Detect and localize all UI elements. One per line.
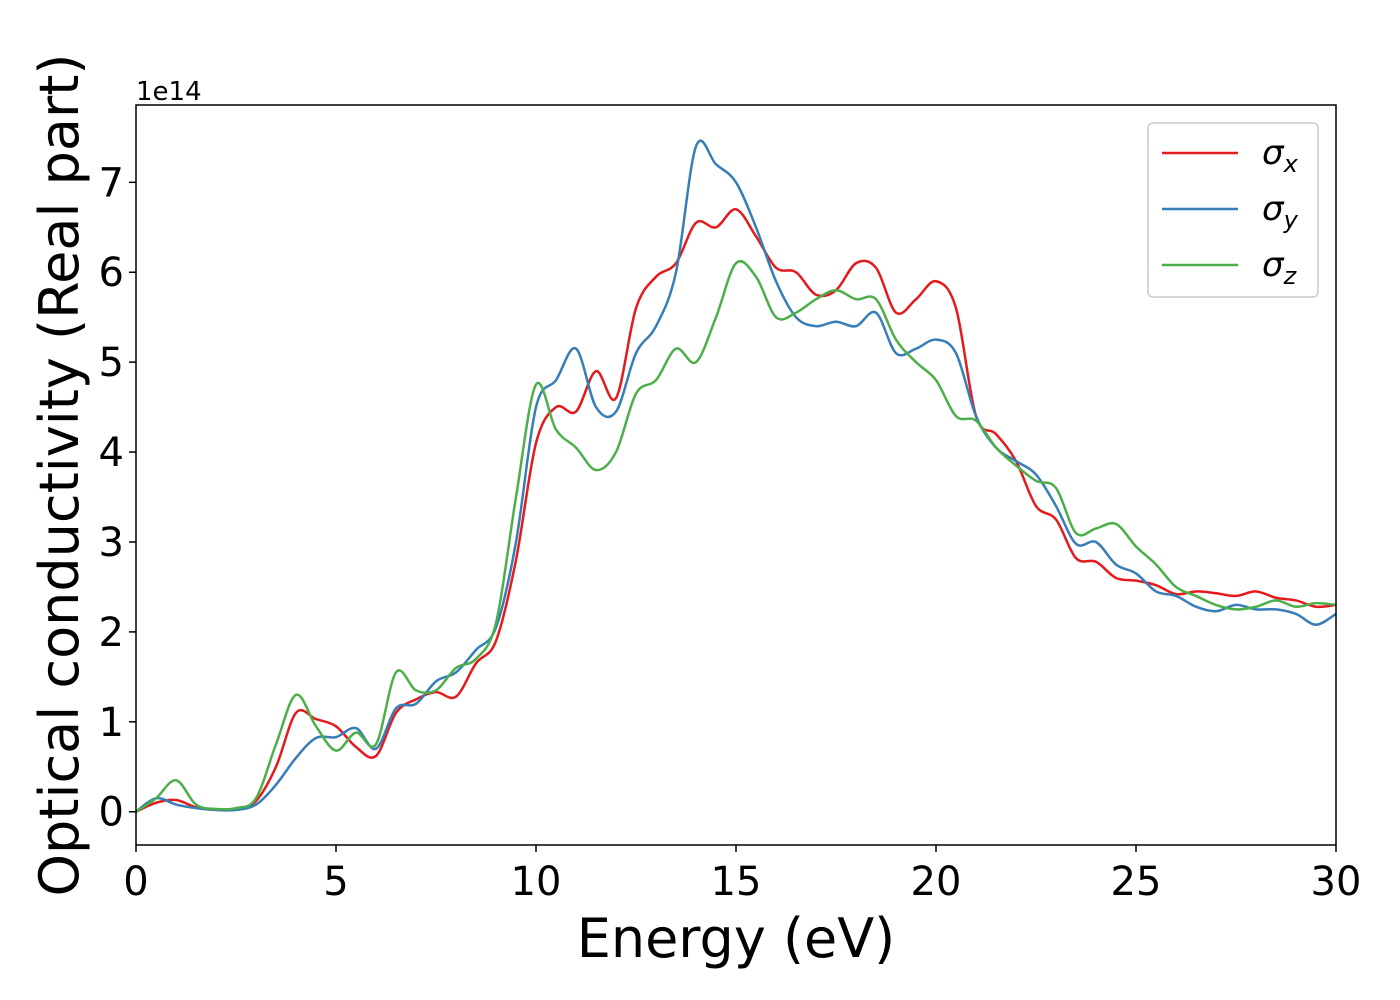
x-axis-label: Energy (eV) [577,907,896,970]
legend-label: σy [1262,189,1299,234]
series-line [136,260,1336,813]
y-tick-label: 0 [99,790,124,836]
y-tick-label: 5 [99,340,124,386]
x-tick-label: 15 [711,859,762,905]
x-tick-label: 10 [511,859,562,905]
y-tick-label: 1 [99,700,124,746]
y-tick-label: 3 [99,520,124,566]
y-axis-label: Optical conductivity (Real part) [28,54,91,897]
x-tick-label: 0 [123,859,148,905]
y-tick-label: 7 [99,160,124,206]
y-tick-label: 4 [99,430,124,476]
plot-frame [135,104,1337,846]
legend-label: σx [1262,133,1299,178]
series-line [136,139,1336,813]
series-line [136,208,1336,813]
x-tick-label: 25 [1111,859,1162,905]
y-tick-label: 2 [99,610,124,656]
y-offset-label: 1e14 [136,77,202,107]
x-tick-label: 5 [323,859,348,905]
x-tick-label: 20 [911,859,962,905]
x-tick-label: 30 [1311,859,1362,905]
y-tick-label: 6 [99,250,124,296]
legend-label: σz [1262,245,1298,290]
